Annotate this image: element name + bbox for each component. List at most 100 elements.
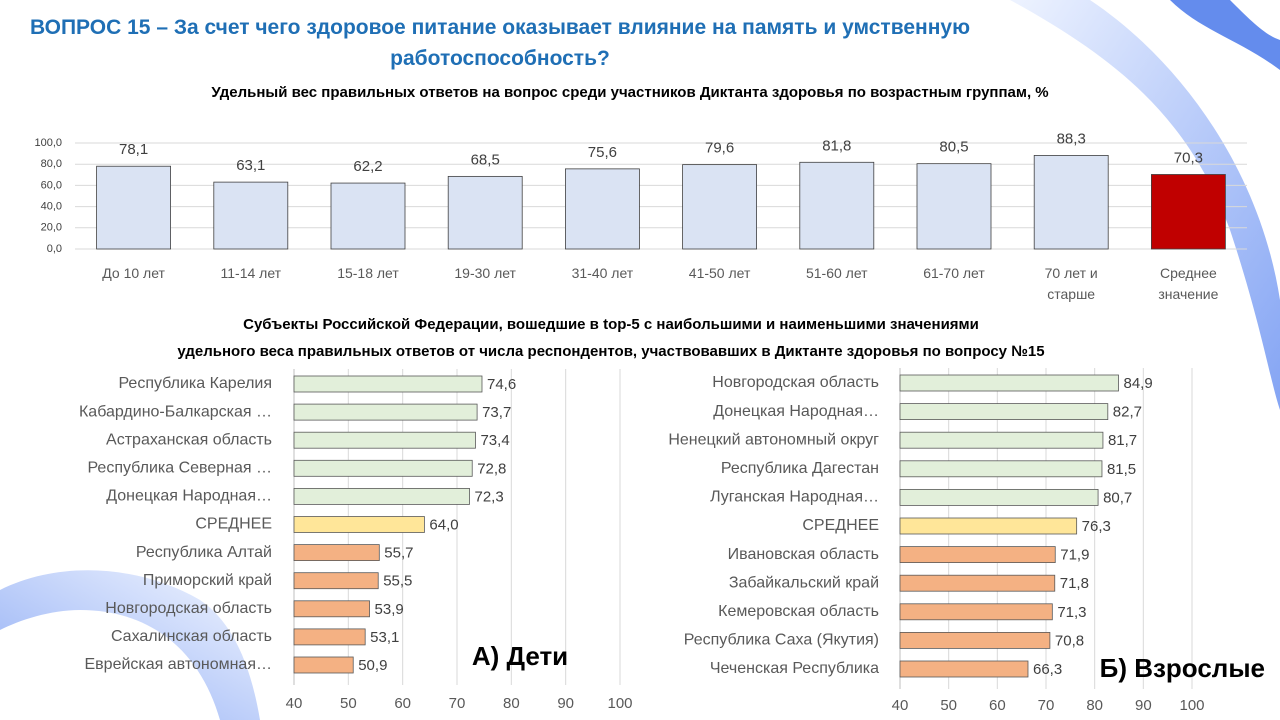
y-tick-label: Приморский край — [143, 572, 272, 589]
data-label: 50,9 — [358, 657, 387, 674]
data-label: 81,8 — [822, 137, 851, 154]
data-label: 66,3 — [1033, 661, 1062, 678]
data-label: 72,8 — [477, 460, 506, 477]
x-tick-label: 70 — [1038, 697, 1055, 714]
data-label: 64,0 — [429, 516, 458, 533]
bar — [899, 603, 1053, 621]
x-tick-label: 50 — [940, 697, 957, 714]
y-tick-label: Еврейская автономная… — [85, 656, 273, 673]
y-tick-label: Астраханская область — [106, 431, 272, 448]
x-tick-label: 40 — [286, 695, 303, 712]
bar — [213, 181, 289, 250]
data-label: 76,3 — [1082, 518, 1111, 535]
data-label: 81,7 — [1108, 432, 1137, 449]
x-tick-label: 61-70 лет — [923, 265, 985, 281]
x-tick-label: 31-40 лет — [571, 265, 634, 281]
bar — [682, 164, 757, 250]
bar — [293, 375, 483, 393]
bar — [899, 374, 1119, 392]
bar — [899, 403, 1109, 421]
x-tick-label: 60 — [394, 695, 411, 712]
y-tick-label: 60,0 — [41, 179, 62, 191]
bar — [293, 600, 370, 618]
y-tick-label: Республика Саха (Якутия) — [684, 632, 879, 649]
bar — [899, 660, 1029, 678]
y-tick-label: Забайкальский край — [729, 574, 879, 591]
x-tick-label: 60 — [989, 697, 1006, 714]
y-tick-label: Новгородская область — [105, 600, 272, 617]
data-label: 75,6 — [588, 144, 617, 161]
data-label: 82,7 — [1113, 404, 1142, 421]
x-tick-label: 70 — [449, 695, 466, 712]
x-tick-label: 15-18 лет — [337, 265, 399, 281]
data-label: 71,9 — [1060, 547, 1089, 564]
x-tick-label: 50 — [340, 695, 357, 712]
bar — [899, 460, 1103, 478]
data-label: 80,7 — [1103, 489, 1132, 506]
bar — [899, 546, 1056, 563]
bar — [293, 431, 476, 449]
bar — [565, 168, 640, 250]
bar — [1033, 155, 1109, 250]
bar — [293, 628, 366, 646]
data-label: 74,6 — [487, 376, 516, 393]
x-tick-label: 80 — [503, 695, 520, 712]
data-label: 73,7 — [482, 404, 511, 421]
y-tick-label: Новгородская область — [712, 374, 879, 391]
data-label: 72,3 — [474, 488, 503, 505]
x-tick-label: 51-60 лет — [805, 265, 868, 281]
x-tick-label: 70 лет и старше — [1044, 265, 1098, 302]
data-label: 88,3 — [1057, 130, 1086, 147]
x-tick-label: 41-50 лет — [688, 265, 751, 281]
data-label: 79,6 — [705, 140, 734, 157]
data-label: 53,1 — [370, 629, 399, 646]
bar — [899, 574, 1056, 592]
bar — [899, 632, 1051, 649]
y-tick-label: Республика Алтай — [136, 544, 272, 561]
y-tick-label: 0,0 — [47, 243, 62, 255]
y-tick-label: 100,0 — [34, 137, 62, 149]
x-tick-label: 19-30 лет — [454, 265, 516, 281]
data-label: 71,8 — [1060, 575, 1089, 592]
bar — [447, 175, 523, 250]
x-tick-label: 100 — [1179, 697, 1204, 714]
bar — [293, 656, 354, 674]
bar — [293, 516, 425, 533]
y-tick-label: 20,0 — [41, 222, 62, 234]
decoration — [1170, 0, 1280, 70]
bar — [916, 163, 992, 250]
bar — [1151, 174, 1226, 250]
x-tick-label: 90 — [557, 695, 574, 712]
x-tick-label: 80 — [1086, 697, 1103, 714]
y-tick-label: Ненецкий автономный округ — [668, 431, 879, 448]
data-label: 70,3 — [1174, 149, 1203, 166]
bar — [293, 403, 478, 421]
data-label: 55,5 — [383, 573, 412, 590]
bar — [799, 161, 875, 250]
bar — [899, 431, 1104, 449]
decoration — [1010, 0, 1280, 410]
y-tick-label: Донецкая Народная… — [713, 403, 879, 420]
x-tick-label: 100 — [607, 695, 632, 712]
annotation: Б) Взрослые — [1100, 653, 1265, 683]
data-label: 70,8 — [1055, 632, 1084, 649]
bar — [293, 572, 379, 590]
y-tick-label: Кемеровская область — [718, 603, 879, 620]
y-tick-label: СРЕДНЕЕ — [802, 517, 879, 534]
y-tick-label: Луганская Народная… — [710, 489, 879, 506]
y-tick-label: Республика Северная … — [87, 460, 272, 477]
bar — [293, 459, 473, 477]
y-tick-label: Республика Карелия — [118, 375, 272, 392]
data-label: 73,4 — [480, 432, 509, 449]
y-tick-label: 40,0 — [41, 201, 62, 213]
data-label: 80,5 — [939, 139, 968, 156]
data-label: 55,7 — [384, 545, 413, 562]
data-label: 63,1 — [236, 157, 265, 174]
bar — [293, 544, 380, 561]
y-tick-label: СРЕДНЕЕ — [195, 516, 272, 533]
bar — [899, 517, 1078, 535]
data-label: 84,9 — [1124, 375, 1153, 392]
x-tick-label: 40 — [892, 697, 909, 714]
